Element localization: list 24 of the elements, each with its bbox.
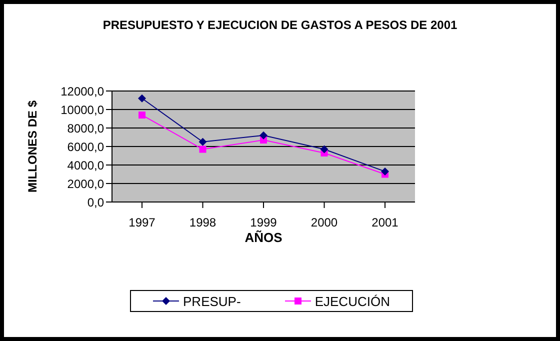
x-tick-label: 1999 [250,216,278,230]
point [199,146,206,153]
x-axis-title: AÑOS [244,230,283,245]
y-tick-label: 2000,0 [67,176,104,191]
y-tick-label: 8000,0 [67,121,104,136]
x-tick-label: 1998 [189,216,216,230]
x-tick-label: 1997 [128,216,156,230]
point [138,94,146,102]
point [381,167,389,176]
x-tick-label: 2000 [310,216,338,230]
point [198,138,207,146]
y-tick-label: 12000,0 [60,84,104,98]
point [260,131,268,140]
y-tick-label: 6000,0 [67,140,104,154]
y-tick-label: 0,0 [87,195,104,210]
y-tick-label: 10000,0 [60,102,104,117]
legend-label: PRESUP- [182,294,241,308]
point [320,145,328,154]
point [138,112,146,119]
legend-label: EJECUCIÓN [314,294,390,308]
x-tick-label: 2001 [372,216,399,230]
y-axis-title: MILLONES DE $ [25,100,40,193]
chart-title: PRESUPUESTO Y EJECUCION DE GASTOS A PESOS DE 2001 [102,18,458,32]
y-tick-label: 4000,0 [67,158,104,172]
